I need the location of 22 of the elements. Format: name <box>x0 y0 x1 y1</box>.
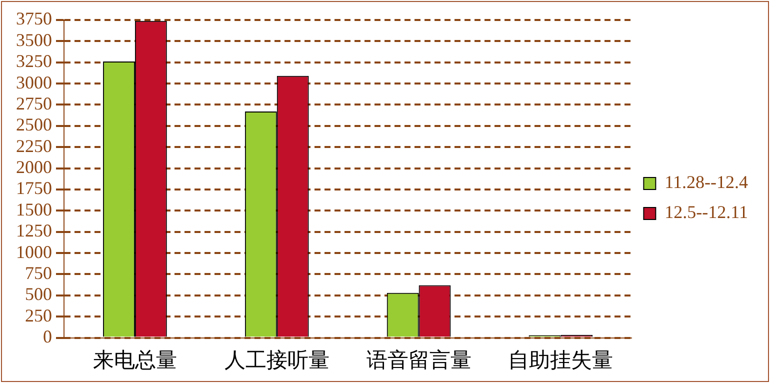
x-tick-label: 语音留言量 <box>366 348 472 372</box>
y-tick-label: 0 <box>43 326 52 347</box>
y-tick-label: 2250 <box>16 136 52 156</box>
legend-label: 12.5--12.11 <box>664 202 748 222</box>
y-tick-label: 1750 <box>16 178 52 198</box>
y-tick-label: 2500 <box>16 114 52 135</box>
x-tick-label: 人工接听量 <box>224 348 330 372</box>
y-tick-label: 500 <box>25 284 52 304</box>
legend-label: 11.28--12.4 <box>664 172 748 192</box>
y-tick-label: 750 <box>25 262 52 283</box>
y-tick-label: 1250 <box>16 220 52 241</box>
y-tick-label: 250 <box>25 305 52 326</box>
y-tick-label: 3250 <box>16 51 52 72</box>
y-tick-label: 1500 <box>16 199 52 220</box>
y-tick-label: 1000 <box>16 242 52 262</box>
x-tick-label: 来电总量 <box>92 348 177 372</box>
y-tick-label: 2750 <box>16 93 52 114</box>
y-tick-label: 3750 <box>16 8 52 29</box>
x-tick-label: 自助挂失量 <box>508 348 614 372</box>
y-tick-label: 2000 <box>16 157 52 178</box>
y-tick-label: 3000 <box>16 72 52 92</box>
y-tick-label: 3500 <box>16 30 52 50</box>
